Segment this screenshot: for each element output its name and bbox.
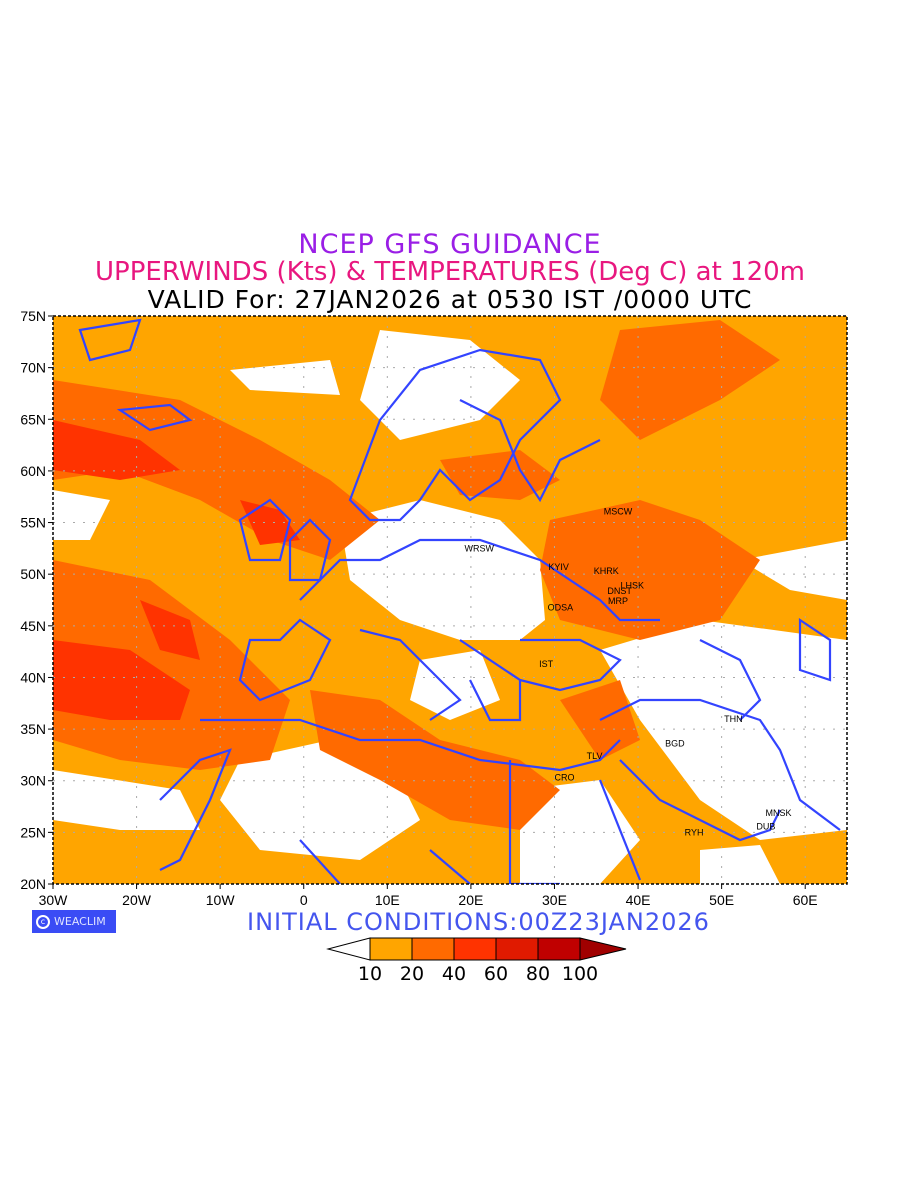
colorbar-label: 20 — [400, 963, 424, 985]
map-frame — [52, 315, 848, 885]
station-label-tlv: TLV — [587, 751, 603, 761]
station-label-wrsw: WRSW — [465, 543, 495, 553]
colorbar-bin — [495, 937, 539, 961]
station-label-kyiv: KYIV — [548, 562, 569, 572]
lat-tick-label: 25N — [20, 824, 46, 840]
colorbar: 10 20 40 60 80 100 — [326, 937, 627, 985]
lon-tick-label: 10W — [206, 892, 236, 908]
lon-tick-label: 40E — [626, 892, 651, 908]
colorbar-bin — [411, 937, 455, 961]
lat-tick-label: 60N — [20, 463, 46, 479]
colorbar-upper-triangle — [579, 937, 627, 961]
station-label-cro: CRO — [555, 773, 575, 783]
lat-tick-label: 20N — [20, 876, 46, 892]
colorbar-label: 100 — [562, 963, 598, 985]
lon-tick-label: 10E — [375, 892, 400, 908]
colorbar-lower-triangle — [326, 937, 371, 961]
lon-tick-label: 50E — [709, 892, 734, 908]
title-product: NCEP GFS GUIDANCE — [298, 229, 602, 260]
station-label-ist: IST — [539, 659, 554, 669]
weaclim-logo: c WEACLIM — [32, 910, 116, 933]
initial-conditions: INITIAL CONDITIONS:00Z23JAN2026 — [247, 908, 710, 936]
colorbar-bin — [537, 937, 581, 961]
lat-tick-label: 75N — [20, 308, 46, 324]
title-parameter: UPPERWINDS (Kts) & TEMPERATURES (Deg C) … — [95, 257, 805, 287]
lat-tick-label: 30N — [20, 773, 46, 789]
station-label-odsa: ODSA — [548, 602, 574, 612]
station-label-khrk: KHRK — [594, 566, 619, 576]
station-label-mnsk: MNSK — [765, 808, 791, 818]
station-label-bgd: BGD — [665, 739, 685, 749]
lat-tick-label: 70N — [20, 360, 46, 376]
lon-tick-label: 0 — [300, 892, 308, 908]
title-valid-time: VALID For: 27JAN2026 at 0530 IST /0000 U… — [147, 285, 753, 314]
station-label-thn: THN — [724, 714, 743, 724]
colorbar-label: 10 — [358, 963, 382, 985]
lat-tick-label: 45N — [20, 618, 46, 634]
lon-tick-label: 20E — [458, 892, 483, 908]
colorbar-label: 40 — [442, 963, 466, 985]
station-label-lhsk: LHSK — [620, 581, 644, 591]
station-label-ryh: RYH — [685, 827, 704, 837]
station-label-dnst: DNST — [607, 586, 632, 596]
colorbar-label: 60 — [484, 963, 508, 985]
lat-tick-label: 55N — [20, 515, 46, 531]
colorbar-label: 80 — [526, 963, 550, 985]
lon-tick-label: 60E — [793, 892, 818, 908]
copyright-icon: c — [36, 914, 50, 929]
wind-speed-fill — [53, 316, 847, 884]
lat-tick-label: 35N — [20, 721, 46, 737]
coastlines — [78, 318, 841, 884]
colorbar-bin — [369, 937, 413, 961]
colorbar-bin — [453, 937, 497, 961]
lat-tick-label: 65N — [20, 411, 46, 427]
lat-tick-label: 40N — [20, 669, 46, 685]
logo-text: WEACLIM — [54, 915, 106, 928]
lon-tick-label: 20W — [122, 892, 152, 908]
lon-tick-label: 30E — [542, 892, 567, 908]
lat-tick-label: 50N — [20, 566, 46, 582]
station-label-dub: DUB — [756, 821, 775, 831]
station-label-mrp: MRP — [608, 596, 628, 606]
station-label-mscw: MSCW — [604, 506, 633, 516]
lon-tick-label: 30W — [39, 892, 69, 908]
